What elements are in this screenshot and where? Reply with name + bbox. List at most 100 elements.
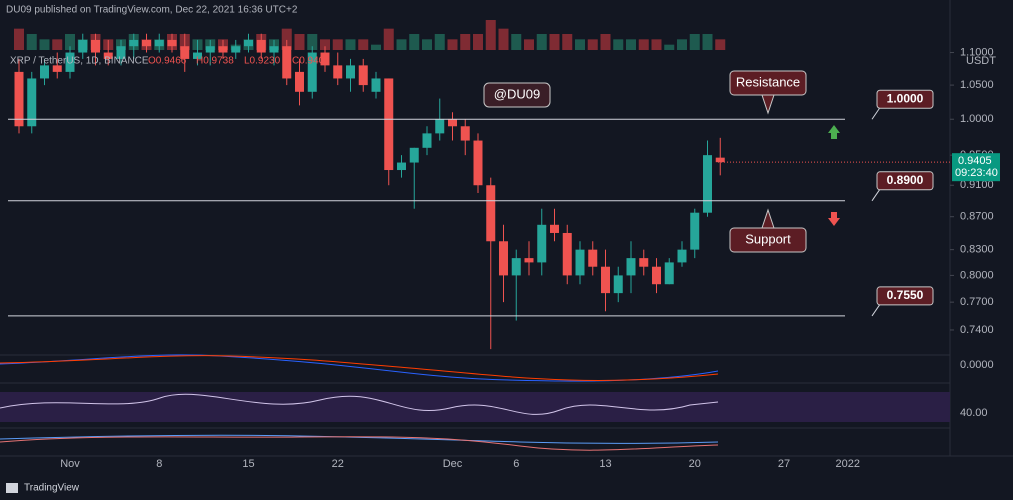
volume-bar xyxy=(498,28,509,50)
volume-bar xyxy=(702,34,713,50)
x-tick-label: 15 xyxy=(242,458,254,470)
candle-body xyxy=(193,52,202,59)
legend-value: H0.9738 xyxy=(196,56,234,67)
candle-body xyxy=(639,258,649,267)
candle-body xyxy=(384,78,394,171)
callout-pointer xyxy=(761,208,775,229)
volume-bar xyxy=(39,39,50,50)
volume-bar xyxy=(689,34,700,50)
watermark: @DU09 xyxy=(494,86,540,101)
candle-body xyxy=(218,46,228,53)
volume-bar xyxy=(65,34,75,50)
candle-body xyxy=(511,258,521,276)
y-tick-label: 0.8300 xyxy=(960,244,994,256)
volume-bar xyxy=(26,34,37,50)
candle-body xyxy=(703,155,712,213)
volume-bar xyxy=(320,39,330,50)
candle-body xyxy=(397,162,406,171)
volume-bar xyxy=(677,39,687,50)
candle-body xyxy=(346,65,355,79)
volume-bar xyxy=(294,34,305,50)
volume-bar xyxy=(651,39,662,50)
volume-bar xyxy=(358,39,369,50)
volume-bar xyxy=(434,34,445,50)
candle-body xyxy=(231,46,241,53)
candle-body xyxy=(409,147,419,163)
candle-body xyxy=(256,39,266,53)
price-tag xyxy=(952,153,1000,182)
indicator-label: 0.0000 xyxy=(960,359,994,371)
volume-bar xyxy=(460,34,471,50)
level-box xyxy=(876,286,934,306)
y-tick-label: 0.7700 xyxy=(960,296,994,308)
candle-body xyxy=(550,224,559,233)
volume-bar xyxy=(626,39,636,50)
volume-bar xyxy=(52,39,63,50)
volume-bar xyxy=(307,34,318,50)
candle-body xyxy=(167,39,177,47)
currency-label: USDT xyxy=(966,55,996,67)
volume-bar xyxy=(345,39,356,50)
volume-bar xyxy=(396,39,407,50)
volume-bar xyxy=(281,28,292,50)
candle-body xyxy=(473,140,483,186)
volume-bar xyxy=(638,39,649,50)
candle-body xyxy=(486,185,496,242)
candle-body xyxy=(103,52,113,59)
candle-body xyxy=(499,241,508,276)
candle-body xyxy=(664,262,674,285)
candle-body xyxy=(601,266,610,294)
candle-body xyxy=(78,39,88,53)
candle-body xyxy=(435,119,445,134)
candle-body xyxy=(626,258,636,276)
candle-body xyxy=(205,46,215,53)
indicator-label: 40.00 xyxy=(960,407,988,419)
header: DU09 published on TradingView.com, Dec 2… xyxy=(6,5,298,16)
volume-bar xyxy=(485,20,496,50)
volume-bar xyxy=(600,34,611,50)
callout-box xyxy=(729,227,807,253)
volume-bar xyxy=(409,34,420,50)
candle-body xyxy=(358,65,368,86)
candle-body xyxy=(244,39,253,47)
volume-bar xyxy=(524,39,534,50)
candle-body xyxy=(588,249,598,267)
candle-body xyxy=(562,232,572,276)
volume-bar xyxy=(613,39,624,50)
candle-body xyxy=(524,258,534,263)
level-box xyxy=(876,171,934,191)
main-plot xyxy=(14,20,726,350)
volume-bar xyxy=(549,34,560,50)
candle-body xyxy=(575,249,585,276)
x-tick-label: Dec xyxy=(443,458,463,470)
candle-body xyxy=(537,224,547,263)
volume-bar xyxy=(473,34,483,50)
up-arrow xyxy=(828,125,840,139)
candle-body xyxy=(333,65,343,79)
level-label: 1.0000 xyxy=(887,91,924,105)
candle-body xyxy=(422,133,432,148)
legend-value: O0.9466 xyxy=(148,56,187,67)
signal-line xyxy=(0,355,719,381)
volume-bar xyxy=(575,39,585,50)
candle-body xyxy=(460,126,470,141)
volume-bar xyxy=(511,34,522,50)
volume-bar xyxy=(715,39,726,50)
candle-body xyxy=(282,46,292,79)
annotation: Resistance xyxy=(736,74,800,89)
down-arrow xyxy=(828,212,840,226)
candle-body xyxy=(652,266,661,285)
candle-body xyxy=(40,65,49,79)
candle-body xyxy=(677,249,687,263)
callout-box xyxy=(729,70,807,96)
candle-body xyxy=(52,65,62,72)
candle-body xyxy=(27,78,37,127)
candle-body xyxy=(307,52,317,92)
level-label: 0.7550 xyxy=(887,288,924,302)
volume-bar xyxy=(383,28,394,50)
x-tick-label: 13 xyxy=(599,458,611,470)
volume-bar xyxy=(536,34,547,50)
footer-logo: TradingView xyxy=(24,483,80,494)
